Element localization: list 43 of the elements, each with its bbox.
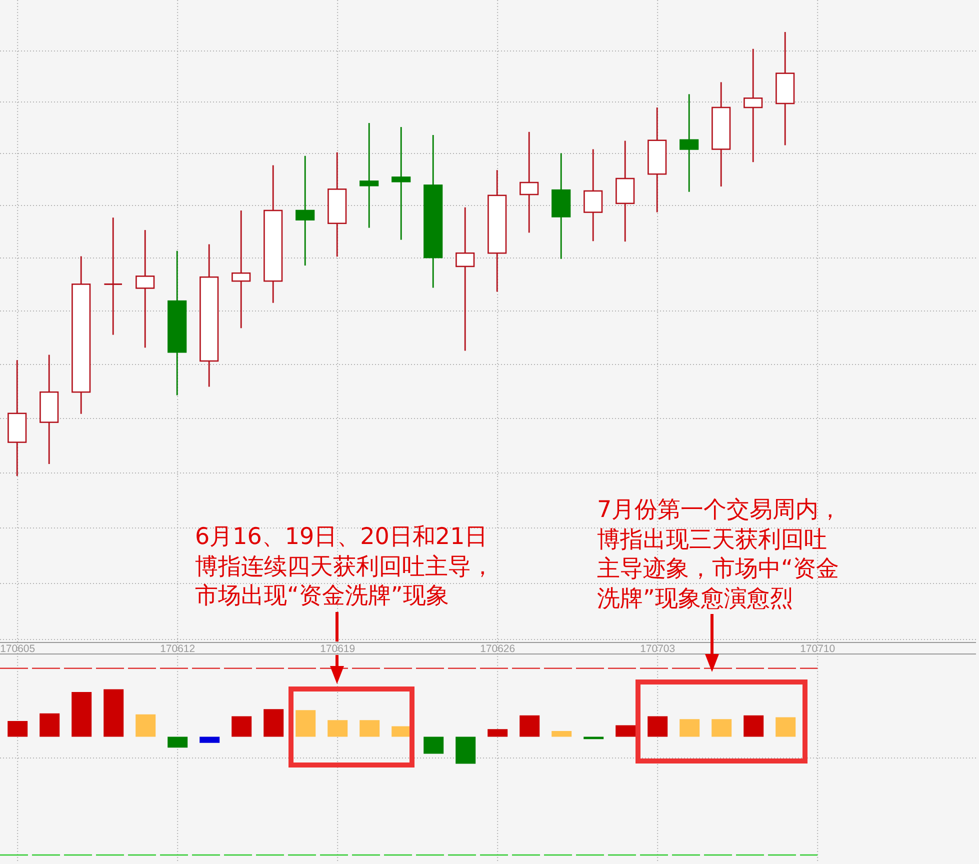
candlestick	[232, 210, 251, 329]
candlestick	[680, 93, 699, 193]
bar	[616, 725, 636, 737]
candlestick	[392, 126, 411, 240]
bar	[40, 713, 60, 737]
text: 6月16、19日、20日和21日博指连续四天获利回吐主导，市场出现“资金洗牌”现象	[195, 523, 495, 612]
x-tick-label: 170619	[320, 643, 356, 655]
bar	[744, 715, 764, 737]
bar	[456, 736, 476, 764]
candlestick	[360, 122, 379, 229]
bar	[552, 731, 572, 737]
bar	[72, 692, 92, 737]
x-tick-label: 170703	[640, 643, 676, 655]
text: 7月份第一个交易周内，博指出现三天获利回吐主导迹象，市场中“资金洗牌”现象愈演愈烈	[597, 496, 843, 614]
bar	[712, 719, 732, 737]
bar	[488, 729, 508, 737]
candlestick	[744, 48, 763, 163]
x-tick-label: 170710	[800, 643, 836, 655]
candlestick	[296, 155, 315, 266]
bar	[520, 715, 540, 737]
x-tick-label: 170626	[480, 643, 516, 655]
candlestick	[584, 148, 603, 242]
candlestick	[136, 229, 155, 348]
bar	[104, 689, 124, 737]
bar	[264, 709, 284, 737]
bar	[680, 719, 700, 737]
candlestick	[520, 131, 539, 234]
bar	[296, 710, 316, 737]
bar	[648, 716, 668, 737]
bar	[136, 714, 156, 737]
candlestick	[456, 206, 475, 352]
x-tick-label: 170612	[160, 643, 196, 655]
bar	[8, 721, 28, 737]
bar	[584, 736, 604, 740]
bar	[232, 716, 252, 737]
bar	[168, 736, 188, 748]
candlestick	[104, 216, 122, 336]
bar	[776, 717, 796, 737]
x-tick-label: 170605	[0, 643, 36, 655]
bar	[200, 736, 220, 743]
bar	[424, 736, 444, 754]
bar	[360, 720, 380, 737]
bar	[328, 720, 348, 737]
